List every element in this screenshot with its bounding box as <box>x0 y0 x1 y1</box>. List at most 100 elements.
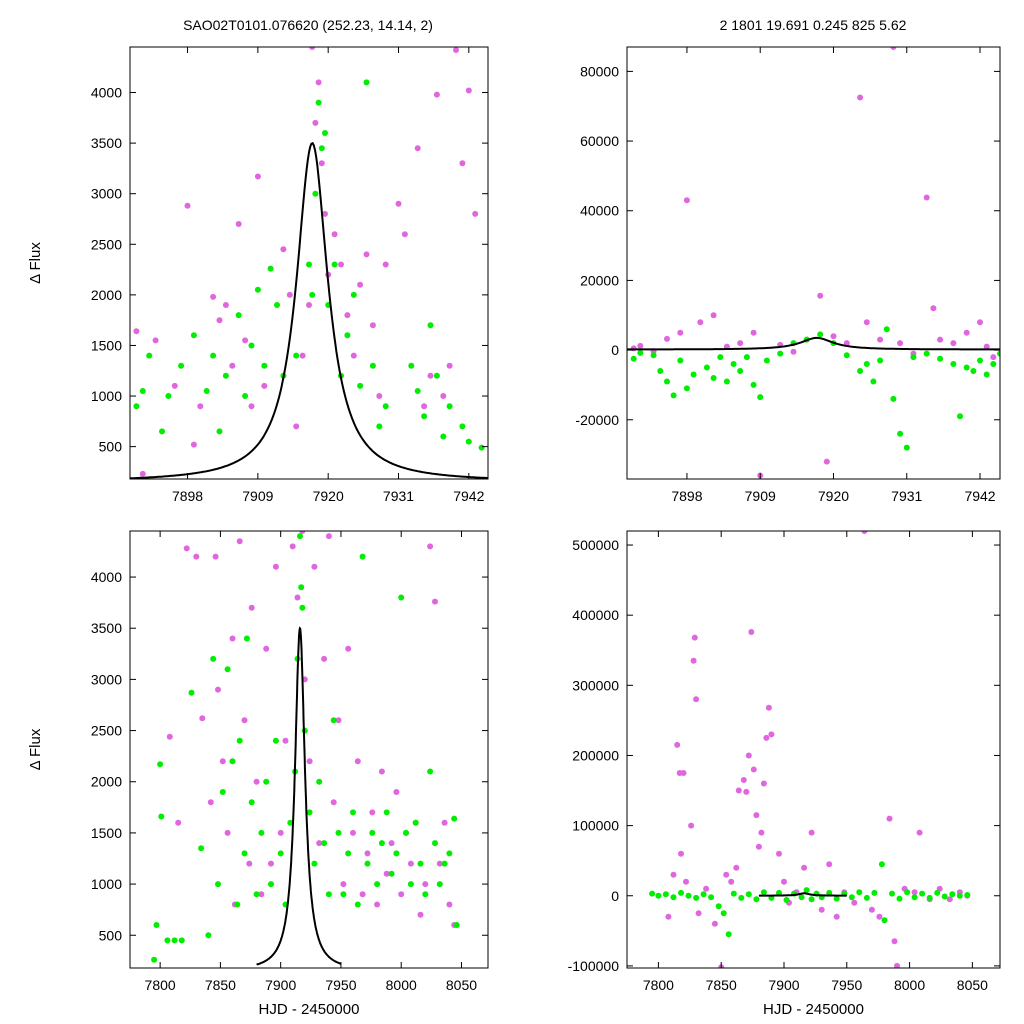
data-point <box>886 815 893 822</box>
data-point <box>422 881 429 888</box>
data-point <box>683 197 690 204</box>
data-point <box>178 937 185 944</box>
data-point <box>325 891 332 898</box>
data-point <box>777 350 784 357</box>
data-point <box>798 894 805 901</box>
data-point <box>321 655 328 662</box>
data-point <box>655 892 662 899</box>
data-point <box>871 889 878 896</box>
data-point <box>243 635 250 642</box>
y-tick-label: 4000 <box>91 85 122 101</box>
data-point <box>433 372 440 379</box>
data-point <box>677 329 684 336</box>
data-point <box>414 388 421 394</box>
data-point <box>685 892 692 899</box>
data-point <box>315 79 322 86</box>
data-point <box>690 371 697 378</box>
data-point <box>210 655 217 662</box>
data-point <box>781 878 787 885</box>
data-point <box>398 891 405 898</box>
data-point <box>848 894 855 901</box>
data-point <box>950 340 957 347</box>
data-point <box>664 378 670 385</box>
y-tick-label: 1000 <box>91 876 122 892</box>
x-tick-label: 7942 <box>964 488 995 504</box>
data-point <box>331 261 338 268</box>
data-point <box>891 938 898 945</box>
data-point <box>306 261 312 268</box>
data-point <box>427 543 434 550</box>
data-point <box>216 428 223 435</box>
data-point <box>465 87 472 94</box>
data-point <box>753 812 760 819</box>
data-point <box>453 47 459 53</box>
data-point <box>364 860 371 867</box>
data-point <box>856 889 863 896</box>
data-point <box>345 645 352 652</box>
data-point <box>198 845 205 852</box>
data-point <box>268 881 274 888</box>
y-tick-label: 3000 <box>91 671 122 687</box>
data-point <box>253 891 260 898</box>
data-point <box>322 210 328 217</box>
data-point <box>171 382 178 389</box>
y-tick-label: 500 <box>99 439 123 455</box>
data-point <box>690 657 697 664</box>
data-point <box>695 910 702 917</box>
y-tick-label: 2000 <box>91 287 122 303</box>
data-point <box>159 428 165 435</box>
data-point <box>388 840 395 847</box>
data-point <box>190 441 197 448</box>
data-point <box>241 850 248 857</box>
data-point <box>417 860 424 867</box>
data-point <box>441 819 448 826</box>
data-point <box>414 145 421 152</box>
header-right: 2 1801 19.691 0.245 825 5.62 <box>720 17 907 33</box>
data-point <box>451 815 458 822</box>
data-point <box>990 361 997 367</box>
data-point <box>178 362 185 369</box>
model-curve <box>130 141 488 479</box>
data-point <box>382 261 389 268</box>
data-point <box>258 891 265 898</box>
x-tick-label: 7931 <box>891 488 922 504</box>
data-point <box>253 778 260 785</box>
data-point <box>171 937 178 944</box>
points-group <box>649 531 971 968</box>
data-point <box>677 357 684 364</box>
data-point <box>763 734 770 741</box>
data-point <box>242 393 249 399</box>
data-point <box>293 423 300 430</box>
x-axis-label: HJD - 2450000 <box>763 1001 864 1018</box>
data-point <box>254 286 261 293</box>
y-tick-label: 200000 <box>572 747 619 763</box>
y-tick-label: 1000 <box>91 388 122 404</box>
data-point <box>715 903 722 910</box>
data-point <box>210 293 217 300</box>
data-point <box>868 906 875 913</box>
data-point <box>857 94 864 101</box>
data-point <box>383 870 390 877</box>
data-point <box>710 375 717 381</box>
data-point <box>393 789 400 795</box>
data-point <box>210 352 217 359</box>
data-point <box>335 717 342 724</box>
data-point <box>733 864 740 871</box>
data-point <box>783 897 790 903</box>
data-point <box>165 393 172 399</box>
data-point <box>803 887 810 894</box>
data-point <box>133 328 140 335</box>
data-point <box>344 332 351 339</box>
y-tick-label: 100000 <box>572 818 619 834</box>
panel-bottom-right: 7800 7850 7900 7950 8000 8050 -100000 0 100000 20… <box>568 530 1001 1018</box>
data-point <box>235 312 242 319</box>
data-point <box>219 758 226 765</box>
data-point <box>183 545 190 552</box>
data-point <box>427 768 434 775</box>
data-point <box>753 896 760 903</box>
y-tick-label: 0 <box>611 342 619 358</box>
data-point <box>937 355 944 362</box>
x-tick-label: 7850 <box>706 977 737 993</box>
data-point <box>364 850 371 857</box>
data-point <box>363 79 370 86</box>
